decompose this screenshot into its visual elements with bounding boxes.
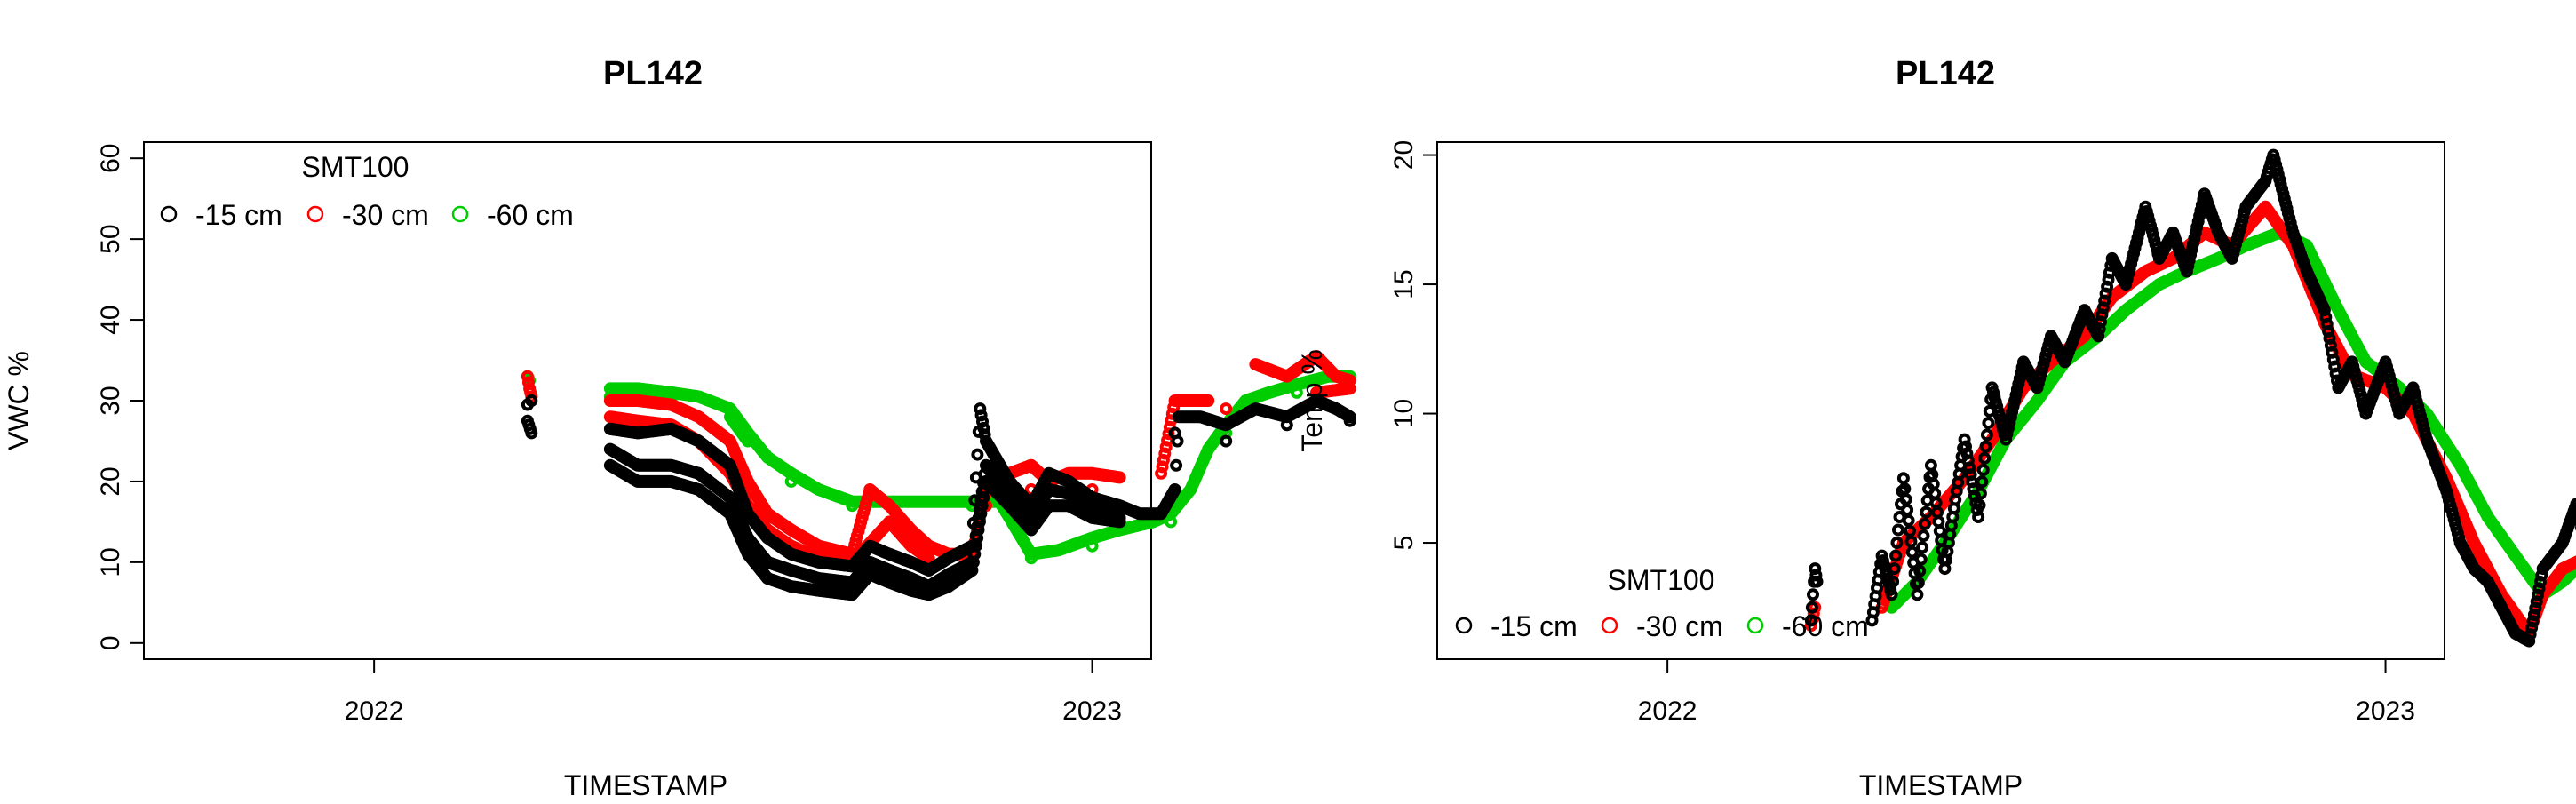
x-tick-label: 2023 bbox=[1062, 697, 1122, 726]
legend-title: SMT100 bbox=[1608, 564, 1715, 596]
data-point bbox=[1902, 495, 1911, 504]
data-point bbox=[1918, 543, 1927, 552]
data-point bbox=[1809, 590, 1817, 599]
y-tick-label: 20 bbox=[96, 466, 125, 496]
data-points bbox=[1807, 151, 2576, 646]
y-axis: 5 10 15 20 bbox=[1389, 140, 1437, 551]
y-axis-label: Temp % bbox=[1296, 349, 1328, 452]
legend-label-30cm: -30 cm bbox=[342, 199, 429, 231]
data-point bbox=[1171, 428, 1180, 437]
legend: SMT100 -15 cm -30 cm -60 cm bbox=[1457, 564, 1869, 642]
legend-marker-30cm bbox=[308, 207, 322, 221]
x-tick-label: 2022 bbox=[1638, 697, 1697, 726]
data-point bbox=[973, 450, 982, 459]
data-point bbox=[1930, 490, 1939, 498]
legend-label-60cm: -60 cm bbox=[487, 199, 574, 231]
y-tick-label: 20 bbox=[1389, 140, 1419, 170]
legend: SMT100 -15 cm -30 cm -60 cm bbox=[162, 151, 574, 231]
data-point bbox=[1088, 542, 1097, 551]
legend-marker-15cm bbox=[1457, 618, 1471, 633]
legend-marker-30cm bbox=[1602, 618, 1617, 633]
data-point bbox=[1166, 517, 1175, 526]
data-points bbox=[523, 352, 1355, 599]
legend-label-15cm: -15 cm bbox=[195, 199, 282, 231]
x-axis: 2022 2023 bbox=[345, 659, 1122, 726]
data-point bbox=[1221, 404, 1230, 413]
data-point bbox=[1920, 531, 1928, 540]
data-point bbox=[1936, 527, 1944, 536]
y-axis: 0 10 20 30 40 50 60 bbox=[96, 144, 144, 651]
data-point bbox=[1974, 513, 1983, 521]
legend-marker-15cm bbox=[162, 207, 176, 221]
x-axis: 2022 2023 bbox=[1638, 659, 2415, 726]
data-point bbox=[1893, 538, 1902, 547]
y-tick-label: 5 bbox=[1389, 536, 1419, 551]
y-tick-label: 40 bbox=[96, 305, 125, 334]
y-tick-label: 10 bbox=[1389, 399, 1419, 428]
data-point bbox=[1934, 517, 1943, 526]
data-point bbox=[1894, 526, 1903, 535]
data-point bbox=[1929, 480, 1938, 489]
legend-title: SMT100 bbox=[302, 151, 409, 183]
data-point bbox=[1908, 548, 1917, 557]
data-point bbox=[1904, 516, 1913, 525]
x-axis-label: TIMESTAMP bbox=[564, 769, 727, 800]
chart-title: PL142 bbox=[603, 55, 703, 92]
data-point bbox=[1221, 437, 1230, 446]
data-point bbox=[1899, 474, 1908, 482]
y-tick-label: 60 bbox=[96, 144, 125, 173]
x-tick-label: 2023 bbox=[2356, 697, 2415, 726]
data-point bbox=[1172, 461, 1181, 470]
data-point bbox=[1283, 420, 1292, 429]
y-tick-label: 15 bbox=[1389, 269, 1419, 299]
data-point bbox=[787, 477, 796, 486]
legend-label-15cm: -15 cm bbox=[1491, 610, 1578, 642]
data-point bbox=[1921, 508, 1930, 517]
y-tick-label: 30 bbox=[96, 386, 125, 415]
data-point bbox=[1927, 461, 1936, 470]
y-tick-label: 10 bbox=[96, 547, 125, 577]
x-axis-label: TIMESTAMP bbox=[1859, 769, 2023, 800]
legend-label-60cm: -60 cm bbox=[1782, 610, 1869, 642]
legend-marker-60cm bbox=[1748, 618, 1762, 633]
y-tick-label: 0 bbox=[96, 635, 125, 650]
y-tick-label: 50 bbox=[96, 224, 125, 253]
x-tick-label: 2022 bbox=[345, 697, 404, 726]
data-point bbox=[1984, 418, 1992, 427]
data-point bbox=[1917, 555, 1926, 564]
data-point bbox=[1983, 430, 1992, 439]
y-axis-label: VWC % bbox=[3, 351, 35, 450]
chart-title: PL142 bbox=[1896, 55, 1995, 92]
data-point bbox=[1903, 505, 1912, 514]
vwc-panel: PL142 0 10 20 30 40 50 60 2022 2023 TIMESTAMP V… bbox=[3, 55, 1355, 800]
legend-label-30cm: -30 cm bbox=[1636, 610, 1723, 642]
legend-marker-60cm bbox=[453, 207, 467, 221]
data-point bbox=[1912, 590, 1921, 599]
